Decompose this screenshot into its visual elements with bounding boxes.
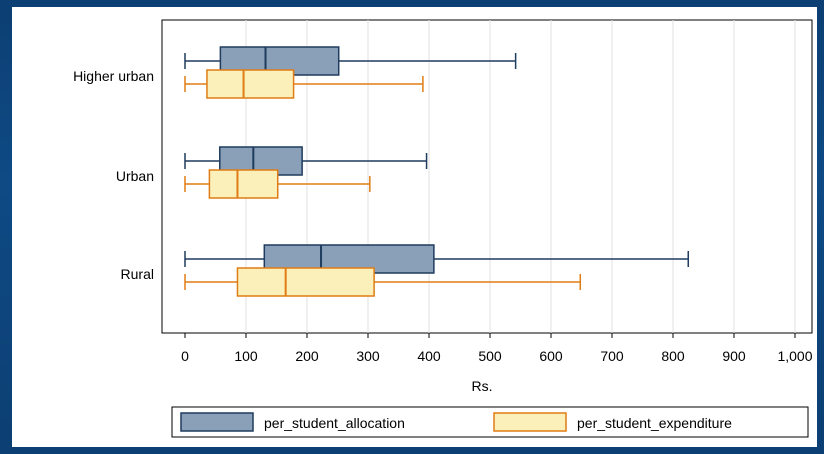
box-iqr xyxy=(208,169,279,199)
x-axis-label: Rs. xyxy=(472,378,493,394)
y-category-label: Higher urban xyxy=(73,68,154,84)
x-tick-label: 1,000 xyxy=(777,348,812,364)
y-category-label: Rural xyxy=(121,266,154,282)
x-tick-label: 400 xyxy=(417,348,441,364)
box-iqr xyxy=(236,267,375,297)
box-group xyxy=(184,46,689,297)
x-tick-label: 500 xyxy=(478,348,502,364)
legend-label: per_student_expenditure xyxy=(577,415,732,431)
legend-key-per_student_allocation xyxy=(180,412,254,432)
y-axis-labels: Higher urban Urban Rural xyxy=(73,68,154,282)
x-tick-label: 800 xyxy=(661,348,685,364)
x-axis-ticks: 0 100 200 300 400 500 600 700 800 900 1,000 xyxy=(181,333,813,364)
x-tick-label: 200 xyxy=(295,348,319,364)
legend-box xyxy=(171,406,809,438)
legend: per_student_allocation per_student_expend… xyxy=(171,406,809,438)
x-tick-label: 600 xyxy=(539,348,563,364)
box-iqr xyxy=(206,69,295,99)
x-tick-label: 0 xyxy=(181,348,189,364)
x-tick-label: 900 xyxy=(722,348,746,364)
legend-label: per_student_allocation xyxy=(264,415,405,431)
x-tick-label: 300 xyxy=(356,348,380,364)
x-tick-label: 700 xyxy=(600,348,624,364)
x-tick-label: 100 xyxy=(234,348,258,364)
y-category-label: Urban xyxy=(116,168,154,184)
box-per_student_expenditure xyxy=(184,69,424,99)
box-per_student_expenditure xyxy=(184,267,582,297)
box-per_student_expenditure xyxy=(184,169,371,199)
legend-key-per_student_expenditure xyxy=(493,412,567,432)
